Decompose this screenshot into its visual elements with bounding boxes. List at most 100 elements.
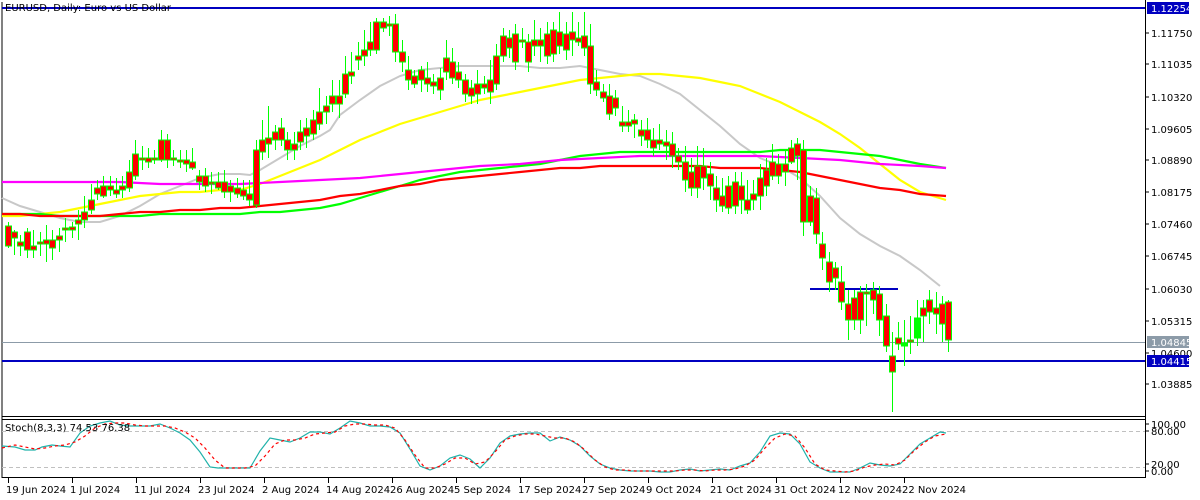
- candle: [107, 176, 114, 196]
- candle: [863, 284, 870, 326]
- candle: [208, 172, 215, 194]
- price-tick-label: 1.05315: [1151, 317, 1192, 328]
- stoch-signal-line: [1, 422, 947, 473]
- candle: [901, 320, 908, 366]
- candle: [688, 158, 695, 196]
- ma-line-yellow: [2, 72, 947, 218]
- candle: [246, 180, 253, 206]
- candle: [367, 22, 374, 56]
- price-tick-label: 1.04600: [1151, 349, 1192, 360]
- stoch-label: Stoch(8,3,3) 74.53 76.38: [5, 423, 130, 434]
- date-tick-label: 14 Aug 2024: [326, 485, 390, 496]
- candle: [525, 34, 532, 72]
- candle: [474, 70, 481, 104]
- date-tick-label: 31 Oct 2024: [774, 485, 836, 496]
- candle: [132, 140, 139, 180]
- price-tick-label: 1.03885: [1151, 380, 1192, 391]
- candle: [700, 148, 707, 190]
- candle: [303, 118, 310, 148]
- support-price-marker: [1147, 355, 1189, 367]
- candle: [342, 56, 349, 98]
- candle: [625, 110, 632, 132]
- price-axis[interactable]: 1.11750 1.11035 1.10320 1.09605 1.08890 1.081…: [1145, 2, 1192, 391]
- candle: [656, 124, 663, 150]
- candle: [675, 148, 682, 170]
- candle: [329, 80, 336, 112]
- date-tick-label: 2 Aug 2024: [262, 485, 320, 496]
- candle: [227, 180, 234, 202]
- candle: [895, 322, 902, 350]
- candle: [782, 150, 789, 186]
- candle: [189, 148, 196, 170]
- candle: [813, 188, 820, 244]
- candle: [769, 144, 776, 180]
- candle: [851, 290, 858, 330]
- candle: [819, 232, 826, 270]
- stoch-tick-label: 20.00: [1151, 460, 1180, 471]
- candle: [537, 28, 544, 62]
- candle: [17, 235, 24, 256]
- candle: [606, 84, 613, 120]
- candle: [600, 84, 607, 102]
- candle: [883, 304, 890, 352]
- candle: [694, 146, 701, 198]
- candle: [593, 70, 600, 96]
- date-tick-label: 26 Aug 2024: [390, 485, 454, 496]
- candle: [196, 170, 203, 190]
- candle: [336, 80, 343, 118]
- date-axis[interactable]: 19 Jun 2024 1 Jul 2024 11 Jul 2024 23 Jul 2…: [6, 478, 966, 496]
- date-tick-label: 21 Oct 2024: [710, 485, 772, 496]
- candle: [569, 12, 576, 56]
- candle: [512, 24, 519, 70]
- candle: [587, 24, 594, 94]
- candle: [316, 88, 323, 130]
- date-tick-label: 9 Oct 2024: [646, 485, 701, 496]
- date-tick-label: 19 Jun 2024: [6, 485, 66, 496]
- candle: [800, 140, 807, 236]
- candle: [544, 22, 551, 64]
- candle: [291, 132, 298, 160]
- candle: [139, 146, 146, 170]
- candle: [278, 118, 285, 146]
- candle: [744, 180, 751, 214]
- date-tick-label: 23 Jul 2024: [198, 485, 255, 496]
- candle: [411, 70, 418, 88]
- candle: [449, 48, 456, 84]
- price-tick-label: 1.11750: [1151, 29, 1192, 40]
- candle: [297, 120, 304, 150]
- candlesticks: [5, 12, 952, 412]
- horizontal-lines[interactable]: [2, 7, 1145, 362]
- resistance-price-marker-label: 1.12254: [1151, 4, 1192, 15]
- candle: [939, 296, 946, 342]
- candle: [253, 140, 260, 208]
- candle: [738, 172, 745, 214]
- candle: [265, 106, 272, 158]
- candle: [713, 176, 720, 212]
- candle: [725, 176, 732, 214]
- candle: [183, 150, 190, 172]
- candle: [240, 180, 247, 200]
- candle: [399, 40, 406, 72]
- candle: [481, 76, 488, 94]
- candle: [519, 28, 526, 48]
- candle: [145, 148, 152, 168]
- candle: [234, 178, 241, 198]
- candle: [500, 28, 507, 62]
- candle: [920, 300, 927, 342]
- candle: [88, 184, 95, 214]
- chart-frame: [1, 0, 1146, 478]
- candle: [56, 228, 63, 252]
- ma-line-green: [2, 148, 947, 218]
- date-tick-label: 11 Jul 2024: [134, 485, 191, 496]
- candle: [151, 150, 158, 164]
- candle: [775, 154, 782, 184]
- price-tick-label: 1.10320: [1151, 93, 1192, 104]
- candle: [638, 120, 645, 146]
- price-tick-label: 1.06745: [1151, 252, 1192, 263]
- candle: [707, 162, 714, 200]
- candle: [443, 40, 450, 80]
- price-tick-label: 1.08175: [1151, 188, 1192, 199]
- candle: [644, 118, 651, 148]
